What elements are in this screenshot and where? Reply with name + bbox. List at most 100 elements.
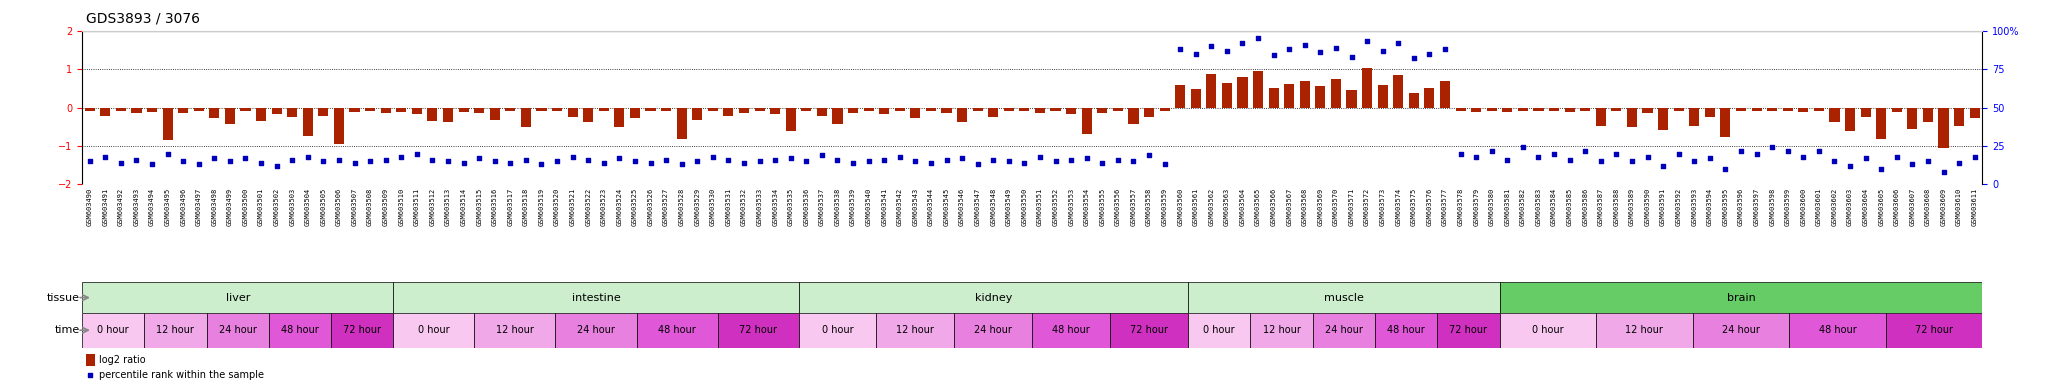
Bar — [1737, 108, 1747, 111]
Bar — [1374, 313, 1438, 348]
Bar — [954, 313, 1032, 348]
Point — [666, 161, 698, 167]
Text: GSM603600: GSM603600 — [1800, 187, 1806, 225]
Point — [1085, 160, 1118, 166]
Bar — [117, 108, 125, 111]
Point — [883, 154, 915, 160]
Text: GSM603526: GSM603526 — [647, 187, 653, 225]
Point — [1397, 55, 1430, 61]
Text: GSM603568: GSM603568 — [1303, 187, 1309, 225]
Text: GSM603593: GSM603593 — [1692, 187, 1698, 225]
Bar — [1970, 108, 1980, 118]
Bar — [1690, 108, 1700, 126]
Text: GSM603544: GSM603544 — [928, 187, 934, 225]
Point — [1194, 43, 1227, 49]
Point — [1475, 147, 1507, 154]
Point — [743, 158, 776, 164]
Point — [1382, 40, 1415, 46]
Text: GSM603552: GSM603552 — [1053, 187, 1059, 225]
Bar — [877, 313, 954, 348]
Bar — [676, 108, 686, 139]
Point — [338, 160, 371, 166]
Point — [1352, 38, 1384, 45]
Bar — [1284, 84, 1294, 108]
Bar — [143, 313, 207, 348]
Point — [88, 154, 121, 160]
Text: GSM603560: GSM603560 — [1178, 187, 1184, 225]
Bar — [1487, 108, 1497, 111]
Text: 0 hour: 0 hour — [1204, 325, 1235, 335]
Bar — [1190, 89, 1200, 108]
Text: GSM603581: GSM603581 — [1505, 187, 1509, 225]
Bar — [717, 313, 799, 348]
Text: GSM603495: GSM603495 — [164, 187, 170, 225]
Text: GSM603507: GSM603507 — [352, 187, 358, 225]
Text: GSM603503: GSM603503 — [289, 187, 295, 225]
Text: GSM603511: GSM603511 — [414, 187, 420, 225]
Bar — [1300, 81, 1311, 108]
Point — [727, 160, 760, 166]
Point — [541, 158, 573, 164]
Bar — [393, 282, 799, 313]
Point — [1911, 158, 1944, 164]
Text: GSM603531: GSM603531 — [725, 187, 731, 225]
Bar — [1112, 108, 1122, 111]
Bar — [1829, 108, 1839, 122]
Bar — [1188, 282, 1499, 313]
Text: GSM603492: GSM603492 — [119, 187, 123, 225]
Point — [152, 151, 184, 157]
Bar — [520, 108, 530, 127]
Bar — [1642, 108, 1653, 113]
Text: 48 hour: 48 hour — [281, 325, 319, 335]
Bar — [754, 108, 764, 111]
Text: GSM603577: GSM603577 — [1442, 187, 1448, 225]
Bar — [879, 108, 889, 114]
Text: GSM603564: GSM603564 — [1239, 187, 1245, 225]
Text: GSM603510: GSM603510 — [397, 187, 403, 225]
Text: GSM603583: GSM603583 — [1536, 187, 1542, 225]
Point — [416, 157, 449, 163]
Bar — [1565, 108, 1575, 112]
Text: GSM603606: GSM603606 — [1894, 187, 1901, 225]
Point — [635, 160, 668, 166]
Text: GSM603565: GSM603565 — [1255, 187, 1262, 225]
Bar — [1939, 108, 1948, 148]
Text: GSM603558: GSM603558 — [1147, 187, 1153, 225]
Point — [915, 160, 948, 166]
Bar — [973, 108, 983, 111]
Bar — [1704, 108, 1714, 117]
Text: GSM603556: GSM603556 — [1114, 187, 1120, 225]
Bar — [848, 108, 858, 113]
Bar — [332, 313, 393, 348]
Bar — [1188, 313, 1249, 348]
Point — [1944, 160, 1976, 166]
Bar — [1378, 85, 1389, 108]
Bar — [989, 108, 997, 117]
Bar — [956, 108, 967, 122]
Bar — [225, 108, 236, 124]
Point — [1491, 157, 1524, 163]
Bar — [1595, 108, 1606, 126]
Point — [1552, 157, 1585, 163]
Text: time: time — [55, 325, 80, 335]
Bar — [473, 108, 483, 113]
Point — [1288, 41, 1321, 48]
Text: 24 hour: 24 hour — [219, 325, 256, 335]
Text: GSM603496: GSM603496 — [180, 187, 186, 225]
Text: GSM603569: GSM603569 — [1317, 187, 1323, 225]
Bar — [1954, 108, 1964, 126]
Text: GSM603508: GSM603508 — [367, 187, 373, 225]
Text: 72 hour: 72 hour — [1915, 325, 1954, 335]
Bar — [147, 108, 158, 112]
Text: 72 hour: 72 hour — [344, 325, 381, 335]
Bar — [412, 108, 422, 114]
Text: brain: brain — [1726, 293, 1755, 303]
Text: GSM603553: GSM603553 — [1069, 187, 1073, 225]
Text: GSM603541: GSM603541 — [881, 187, 887, 225]
Text: GSM603548: GSM603548 — [991, 187, 995, 225]
Point — [1569, 147, 1602, 154]
Text: GSM603596: GSM603596 — [1739, 187, 1745, 225]
Text: GSM603528: GSM603528 — [678, 187, 684, 225]
Point — [510, 157, 543, 163]
Point — [977, 157, 1010, 163]
